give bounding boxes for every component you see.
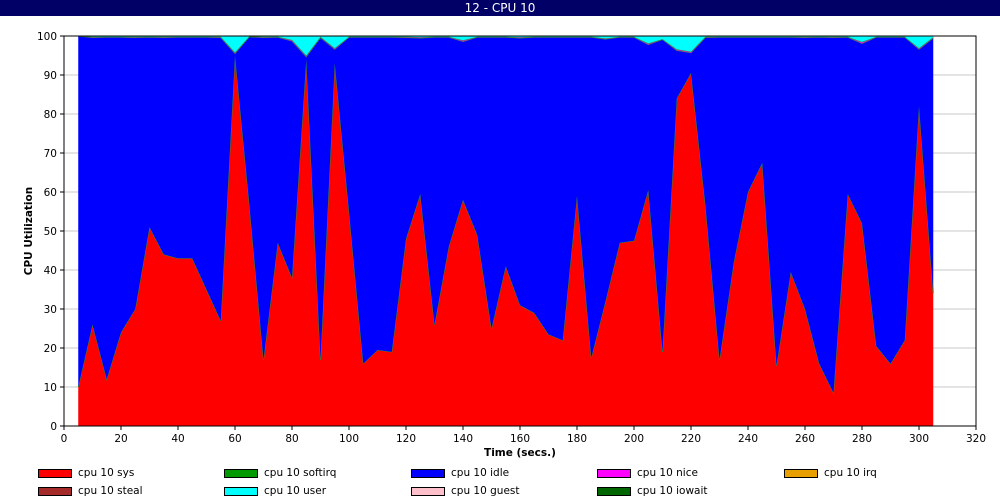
legend-label: cpu 10 sys (78, 467, 135, 479)
y-tick-label: 50 (44, 226, 57, 238)
legend-label: cpu 10 steal (78, 485, 143, 497)
x-tick-label: 240 (738, 433, 758, 445)
y-tick-label: 30 (44, 304, 57, 316)
legend-label: cpu 10 irq (824, 467, 877, 479)
legend-item: cpu 10 steal (38, 484, 143, 498)
legend-item: cpu 10 nice (597, 466, 698, 480)
y-axis-title: CPU Utilization (23, 187, 35, 275)
legend-swatch (597, 486, 631, 496)
y-tick-label: 80 (44, 109, 57, 121)
x-tick-label: 260 (795, 433, 815, 445)
x-tick-label: 200 (624, 433, 644, 445)
x-tick-label: 80 (285, 433, 298, 445)
x-tick-label: 40 (171, 433, 184, 445)
legend-item: cpu 10 user (224, 484, 326, 498)
legend-label: cpu 10 guest (451, 485, 520, 497)
legend-swatch (224, 468, 258, 478)
x-axis-title: Time (secs.) (484, 447, 556, 459)
stacked-areas (77, 35, 934, 426)
x-tick-label: 180 (567, 433, 587, 445)
legend-label: cpu 10 user (264, 485, 327, 497)
legend-item: cpu 10 iowait (597, 484, 708, 498)
x-tick-label: 280 (852, 433, 872, 445)
legend-item: cpu 10 idle (411, 466, 509, 480)
legend-item: cpu 10 softirq (224, 466, 336, 480)
legend-label: cpu 10 idle (451, 467, 510, 479)
cpu-utilization-chart: 0 10 20 30 40 50 60 70 80 90 100 0 20 40 60 80 100 120 140… (23, 31, 986, 459)
legend-swatch (784, 468, 818, 478)
x-tick-label: 100 (339, 433, 359, 445)
area-cpu-10-sys (78, 55, 934, 426)
x-tick-label: 300 (909, 433, 929, 445)
legend-swatch (224, 486, 258, 496)
x-tick-label: 160 (510, 433, 530, 445)
y-tick-label: 40 (44, 265, 57, 277)
x-tick-label: 120 (396, 433, 416, 445)
y-tick-label: 60 (44, 187, 57, 199)
window-title: 12 - CPU 10 (0, 0, 1000, 16)
legend-label: cpu 10 nice (637, 467, 698, 479)
x-tick-label: 20 (114, 433, 127, 445)
x-tick-label: 60 (228, 433, 241, 445)
y-tick-label: 20 (44, 343, 57, 355)
y-tick-label: 70 (44, 148, 57, 160)
legend-label: cpu 10 iowait (637, 485, 708, 497)
legend-swatch (411, 468, 445, 478)
x-tick-label: 140 (453, 433, 473, 445)
y-tick-label: 100 (37, 31, 57, 43)
chart-legend: cpu 10 sys cpu 10 softirq cpu 10 idle cpu 1… (0, 462, 1000, 504)
legend-item: cpu 10 guest (411, 484, 520, 498)
y-tick-label: 10 (44, 382, 57, 394)
x-tick-label: 0 (61, 433, 68, 445)
legend-label: cpu 10 softirq (264, 467, 337, 479)
y-tick-label: 90 (44, 70, 57, 82)
x-tick-label: 220 (681, 433, 701, 445)
legend-item: cpu 10 sys (38, 466, 134, 480)
axes: 0 10 20 30 40 50 60 70 80 90 100 0 20 40 60 80 100 120 140… (37, 31, 986, 445)
legend-swatch (411, 486, 445, 496)
legend-item: cpu 10 irq (784, 466, 877, 480)
legend-swatch (38, 468, 72, 478)
y-tick-label: 0 (50, 421, 57, 433)
legend-swatch (38, 486, 72, 496)
area-cpu-10-idle (78, 36, 934, 393)
legend-swatch (597, 468, 631, 478)
x-tick-label: 320 (966, 433, 986, 445)
